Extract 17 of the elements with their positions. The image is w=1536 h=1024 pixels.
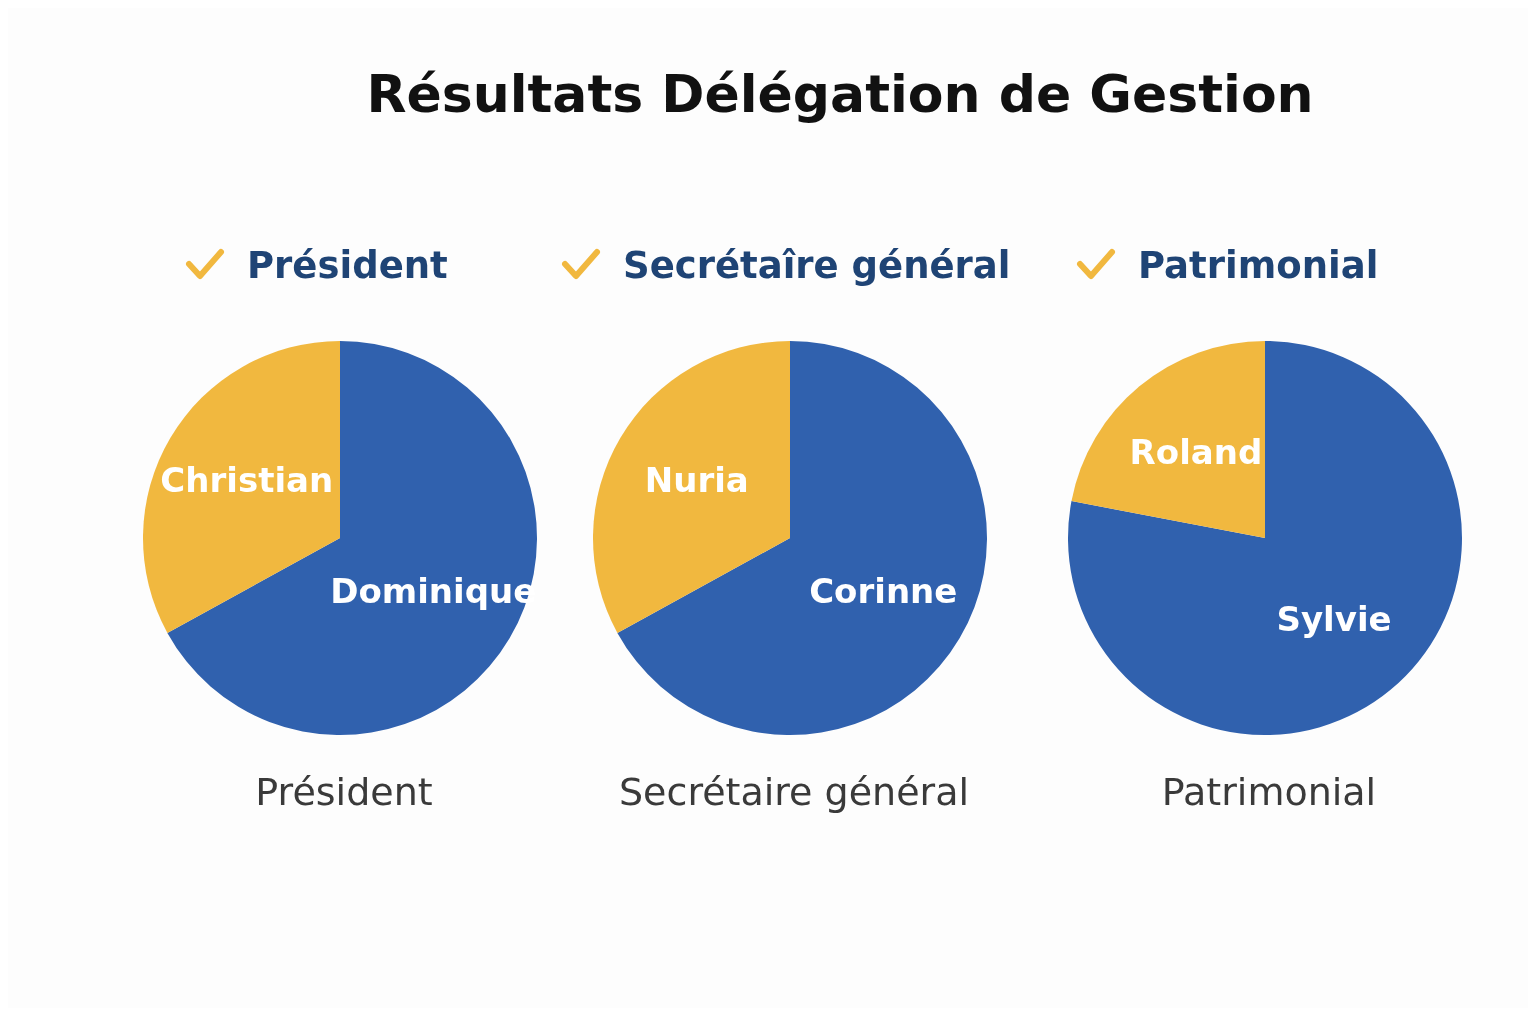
chart-subtitle: Président xyxy=(247,244,448,287)
chart-subtitle: Secrétaîre général xyxy=(623,244,1011,287)
pie-slice xyxy=(617,341,987,735)
text: Patrimonial xyxy=(1161,770,1377,814)
text: Président xyxy=(255,770,433,814)
slice-label: Sylvie xyxy=(1276,598,1392,639)
slice-label: Christian xyxy=(160,460,334,501)
slice-label: Roland xyxy=(1129,432,1263,473)
text: Secrétaire général xyxy=(619,770,969,814)
text: Résultats Délégation de Gestion xyxy=(366,64,1314,124)
pie-slice xyxy=(1071,341,1265,538)
slice-label: Nuria xyxy=(644,460,749,501)
slice-label: Corinne xyxy=(809,570,958,611)
pie-slice xyxy=(593,341,790,633)
chart-subtitle: Patrimonial xyxy=(1138,244,1379,287)
slice-label: Dominique xyxy=(330,570,537,611)
pie-slice xyxy=(1068,341,1462,735)
